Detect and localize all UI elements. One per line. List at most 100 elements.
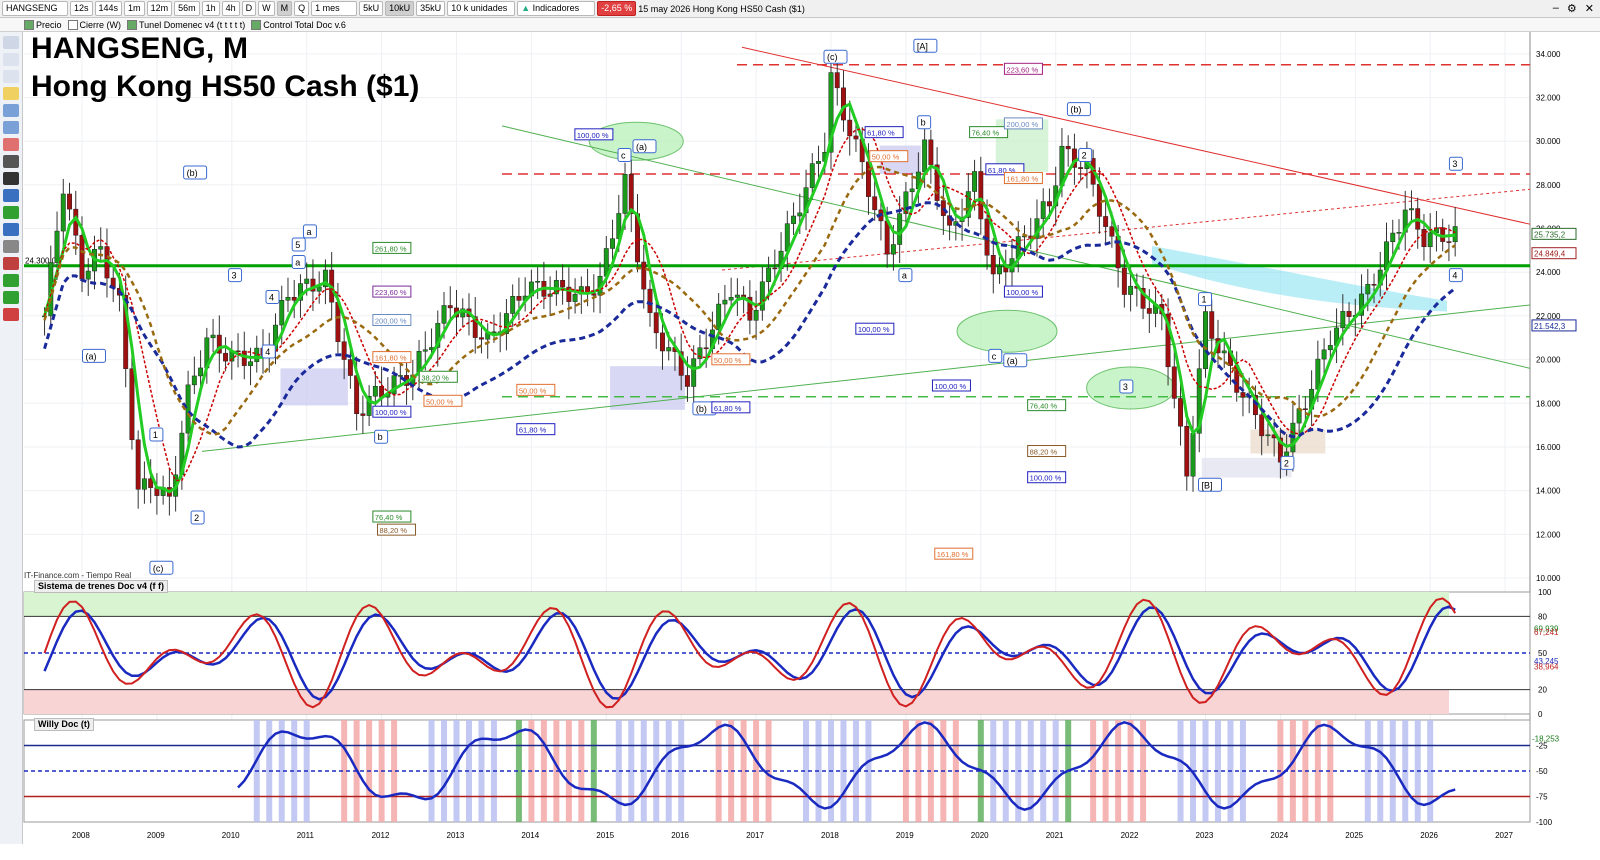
- fib-label: 161,80 %: [937, 550, 969, 559]
- indicators-button[interactable]: ▲ Indicadores: [517, 1, 596, 16]
- magnet-tool-icon[interactable]: [3, 257, 19, 270]
- candle-body: [510, 295, 516, 314]
- candle-body: [922, 139, 928, 173]
- toggle-precio[interactable]: Precio: [24, 19, 62, 30]
- fib-label: 100,00 %: [375, 408, 407, 417]
- elliott-tool-icon[interactable]: [3, 223, 19, 236]
- lock-tool-icon[interactable]: [3, 291, 19, 304]
- willy-bar: [515, 720, 522, 822]
- wave-label-box: [149, 427, 164, 442]
- candle-body: [472, 316, 478, 338]
- unit-35ku[interactable]: 35kU: [416, 1, 446, 16]
- drawing-tools-sidebar: [0, 32, 23, 844]
- candle-body: [248, 361, 253, 366]
- timeframe-4h[interactable]: 4h: [221, 1, 240, 16]
- alert-tool-icon[interactable]: [3, 87, 19, 100]
- candle-body: [641, 261, 647, 290]
- candle-body: [1184, 425, 1190, 477]
- wave-label: (c): [153, 563, 164, 573]
- timeframe-12s[interactable]: 12s: [70, 1, 93, 16]
- volume-units-dropdown[interactable]: 10 k unidades: [447, 1, 516, 16]
- rectangle-tool-icon[interactable]: [3, 138, 19, 151]
- fib-label-box: [377, 523, 417, 536]
- wave-label-box: [1198, 477, 1222, 492]
- x-tick-label: 2022: [1121, 831, 1139, 840]
- candle-body: [141, 478, 147, 490]
- candle-body: [703, 347, 709, 350]
- zoom-out-tool-icon[interactable]: [3, 70, 19, 83]
- resistance-trendline: [741, 46, 1531, 225]
- pencil-tool-icon[interactable]: [3, 155, 19, 168]
- candle-body: [210, 334, 216, 339]
- candle-body: [566, 286, 572, 302]
- timeframe-144s[interactable]: 144s: [94, 1, 123, 16]
- candle-body: [366, 395, 372, 416]
- candle-body: [372, 385, 378, 397]
- zoom-tool-icon[interactable]: [3, 53, 19, 66]
- candle-body: [847, 119, 853, 137]
- candle-body: [759, 281, 765, 311]
- candle-body: [647, 288, 653, 313]
- candle-body: [928, 139, 934, 166]
- eye-tool-icon[interactable]: [3, 274, 19, 287]
- candle-body: [666, 347, 672, 352]
- unit-10ku[interactable]: 10kU: [385, 1, 415, 16]
- toggle-cierre[interactable]: Cierre (W): [67, 19, 121, 30]
- level-label: 24.300,0: [25, 257, 57, 266]
- green-line-tool-icon[interactable]: [3, 206, 19, 219]
- timeframe-m[interactable]: M: [276, 1, 293, 16]
- period-dropdown[interactable]: 1 mes: [311, 1, 358, 16]
- wave-label-box: [81, 348, 106, 363]
- timeframe-12m[interactable]: 12m: [146, 1, 173, 16]
- measure-tool-icon[interactable]: [3, 240, 19, 253]
- timeframe-w[interactable]: W: [258, 1, 275, 16]
- fib-label: 61,80 %: [519, 426, 547, 435]
- candle-body: [422, 349, 428, 352]
- text-tool-icon[interactable]: [3, 172, 19, 185]
- channel-tool-icon[interactable]: [3, 121, 19, 134]
- symbol-selector[interactable]: HANGSENG: [2, 1, 68, 16]
- toggle-tunel[interactable]: Tunel Domenec v4 (t t t t t): [127, 19, 245, 30]
- timeframe-d[interactable]: D: [241, 1, 257, 16]
- wave-label-box: [291, 255, 306, 270]
- fibonacci-tool-icon[interactable]: [3, 189, 19, 202]
- timeframe-1m[interactable]: 1m: [124, 1, 145, 16]
- wave-label-box: [190, 510, 205, 525]
- settings-icon[interactable]: ⚙: [1566, 3, 1577, 15]
- timeframe-q[interactable]: Q: [294, 1, 310, 16]
- timeframe-1h[interactable]: 1h: [201, 1, 220, 16]
- candle-body: [1259, 414, 1265, 437]
- unit-5ku[interactable]: 5kU: [359, 1, 384, 16]
- y-tick-label: 12.000: [1536, 530, 1561, 539]
- candle-body: [516, 295, 522, 301]
- x-tick-label: 2012: [372, 831, 390, 840]
- willy-line: [237, 720, 1456, 812]
- toggle-control-total[interactable]: Control Total Doc v.6: [251, 19, 346, 30]
- candle-body: [447, 305, 453, 309]
- fib-label-box: [372, 405, 412, 418]
- chart-area[interactable]: 10.000 12.000 14.000 16.000 18.000 20.000 22.0…: [22, 32, 1600, 860]
- fib-label-box: [516, 423, 556, 436]
- minimize-icon[interactable]: –: [1552, 2, 1559, 14]
- willy-bar: [565, 720, 572, 822]
- delete-tool-icon[interactable]: [3, 308, 19, 321]
- candle-body: [816, 161, 821, 164]
- willy-bar: [1040, 720, 1047, 822]
- willy-bar: [865, 720, 872, 822]
- main-toolbar: HANGSENG 12s 144s 1m 12m 56m 1h 4h D W M…: [0, 0, 1600, 18]
- wave-label-box: [913, 38, 938, 53]
- wave-label: (b): [696, 404, 707, 414]
- candle-body: [347, 359, 353, 376]
- candle-body: [479, 337, 484, 340]
- willy-bar: [678, 720, 685, 822]
- wave-label: a: [295, 258, 300, 268]
- wave-label: c: [621, 150, 626, 160]
- price-tag: 21.542,3: [1534, 322, 1566, 331]
- candle-body: [1359, 293, 1364, 316]
- trendline-tool-icon[interactable]: [3, 104, 19, 117]
- close-icon[interactable]: ✕: [1584, 3, 1594, 15]
- candle-body: [622, 174, 628, 214]
- cursor-tool-icon[interactable]: [3, 36, 19, 49]
- timeframe-56m[interactable]: 56m: [174, 1, 200, 16]
- fib-label-box: [372, 285, 412, 298]
